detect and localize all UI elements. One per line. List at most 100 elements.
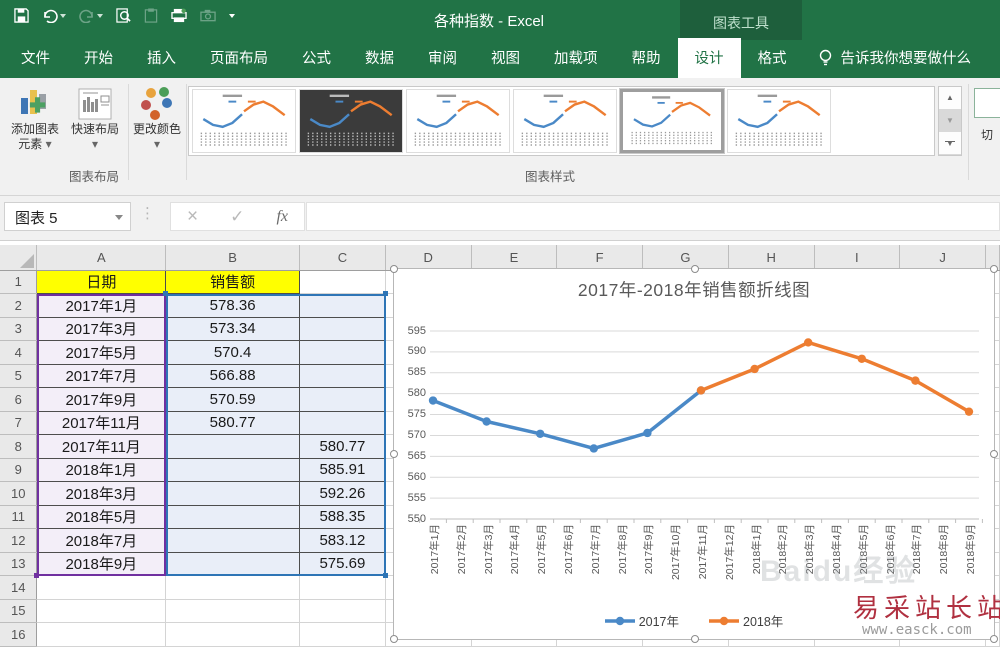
chart-resize-handle[interactable] (390, 450, 398, 458)
insert-function-icon[interactable]: fx (276, 207, 288, 225)
cell-B4[interactable]: 570.4 (165, 340, 300, 365)
cell-B11[interactable] (165, 504, 300, 529)
row-header-7[interactable]: 7 (0, 411, 38, 435)
column-header-G[interactable]: G (642, 245, 729, 271)
column-header-partial[interactable] (985, 245, 1000, 271)
chart-style-thumbnail-2[interactable] (299, 89, 403, 153)
column-header-F[interactable]: F (556, 245, 644, 271)
cell-A5[interactable]: 2017年7月 (36, 363, 167, 388)
cell-B7[interactable]: 580.77 (165, 410, 300, 435)
chart-resize-handle[interactable] (691, 635, 699, 643)
chart-style-thumbnail-6[interactable] (727, 89, 831, 153)
row-header-10[interactable]: 10 (0, 481, 38, 506)
undo-icon[interactable] (42, 9, 66, 23)
cancel-icon[interactable]: × (187, 205, 199, 227)
chart-title[interactable]: 2017年-2018年销售额折线图 (577, 280, 811, 300)
row-header-1[interactable]: 1 (0, 270, 38, 294)
range-fill-handle[interactable] (383, 290, 388, 296)
row-header-14[interactable]: 14 (0, 575, 38, 600)
gallery-scroll-down-button[interactable]: ▼ (939, 109, 961, 133)
cell-C6[interactable] (298, 387, 386, 412)
legend-item[interactable]: 2017年 (604, 611, 679, 630)
cell-C12[interactable]: 583.12 (298, 528, 386, 553)
name-box-dropdown-icon[interactable] (115, 215, 123, 220)
paste-icon[interactable] (144, 8, 158, 23)
row-header-15[interactable]: 15 (0, 599, 38, 623)
cell-A7[interactable]: 2017年11月 (36, 410, 167, 435)
print-preview-icon[interactable] (116, 8, 131, 23)
cell-A8[interactable]: 2017年11月 (36, 434, 167, 459)
row-header-6[interactable]: 6 (0, 387, 38, 412)
chart-style-thumbnail-4[interactable] (513, 89, 617, 153)
cell-B10[interactable] (165, 481, 300, 506)
add-chart-element-button[interactable]: 添加图表元素 ▾ (6, 86, 64, 152)
column-header-C[interactable]: C (299, 245, 386, 271)
cell-C7[interactable] (298, 410, 386, 435)
enter-icon[interactable]: ✓ (230, 206, 245, 226)
cell-C15[interactable] (299, 599, 386, 623)
cell-B6[interactable]: 570.59 (165, 387, 300, 412)
cell-B1[interactable]: 销售额 (165, 269, 300, 294)
tab-6[interactable]: 审阅 (428, 51, 457, 67)
cell-C16[interactable] (299, 622, 386, 647)
cell-C9[interactable]: 585.91 (298, 457, 386, 482)
cell-A16[interactable] (36, 622, 167, 647)
row-header-2[interactable]: 2 (0, 293, 38, 318)
cell-C11[interactable]: 588.35 (298, 504, 386, 529)
column-header-I[interactable]: I (814, 245, 901, 271)
cell-A3[interactable]: 2017年3月 (36, 316, 167, 341)
name-box[interactable]: 图表 5 (4, 202, 131, 231)
row-header-16[interactable]: 16 (0, 622, 38, 647)
quick-layout-button[interactable]: 快速布局 ▾ (66, 86, 124, 152)
cell-A6[interactable]: 2017年9月 (36, 387, 167, 412)
tab-0[interactable]: 文件 (21, 51, 50, 67)
cell-A1[interactable]: 日期 (36, 269, 167, 294)
chart-resize-handle[interactable] (390, 265, 398, 273)
tab-7[interactable]: 视图 (491, 51, 520, 67)
chart-style-thumbnail-1[interactable] (192, 89, 296, 153)
cell-A15[interactable] (36, 599, 167, 623)
cell-B15[interactable] (165, 599, 300, 623)
chart-object[interactable]: 2017年-2018年销售额折线图 550 555 560 565 570 575 580 5… (390, 265, 998, 643)
change-colors-button[interactable]: 更改颜色 ▾ (131, 86, 183, 152)
chart-resize-handle[interactable] (990, 265, 998, 273)
cell-C14[interactable] (299, 575, 386, 600)
gallery-more-button[interactable]: ▼ (939, 132, 961, 156)
row-header-4[interactable]: 4 (0, 340, 38, 365)
select-all-button[interactable] (0, 245, 38, 271)
cell-B5[interactable]: 566.88 (165, 363, 300, 388)
chart-style-thumbnail-3[interactable] (406, 89, 510, 153)
formula-input[interactable] (306, 202, 1000, 231)
tab-3[interactable]: 页面布局 (210, 51, 268, 67)
tab-8[interactable]: 加载项 (554, 51, 598, 67)
cell-C10[interactable]: 592.26 (298, 481, 386, 506)
cell-A14[interactable] (36, 575, 167, 600)
cell-C4[interactable] (298, 340, 386, 365)
row-header-11[interactable]: 11 (0, 505, 38, 529)
tab-active-10[interactable]: 设计 (677, 38, 741, 78)
tab-1[interactable]: 开始 (84, 51, 113, 67)
tab-4[interactable]: 公式 (302, 51, 331, 67)
cell-A11[interactable]: 2018年5月 (36, 504, 167, 529)
column-header-B[interactable]: B (165, 245, 300, 271)
switch-row-column-button[interactable]: 切 (974, 86, 1000, 172)
column-header-D[interactable]: D (385, 245, 472, 271)
chart-legend[interactable]: 2017年 2018年 (394, 611, 994, 630)
range-fill-handle[interactable] (383, 572, 388, 578)
cell-C3[interactable] (298, 316, 386, 341)
row-header-12[interactable]: 12 (0, 528, 38, 553)
column-header-H[interactable]: H (728, 245, 815, 271)
cell-B9[interactable] (165, 457, 300, 482)
chart-resize-handle[interactable] (390, 635, 398, 643)
row-header-3[interactable]: 3 (0, 317, 38, 341)
cell-A2[interactable]: 2017年1月 (36, 293, 167, 318)
cell-B14[interactable] (165, 575, 300, 600)
legend-item[interactable]: 2018年 (709, 611, 783, 630)
tab-2[interactable]: 插入 (147, 51, 176, 67)
cell-A10[interactable]: 2018年3月 (36, 481, 167, 506)
column-header-E[interactable]: E (471, 245, 558, 271)
chart-resize-handle[interactable] (990, 450, 998, 458)
cell-C1[interactable] (299, 270, 386, 294)
cell-C8[interactable]: 580.77 (298, 434, 386, 459)
cell-B3[interactable]: 573.34 (165, 316, 300, 341)
